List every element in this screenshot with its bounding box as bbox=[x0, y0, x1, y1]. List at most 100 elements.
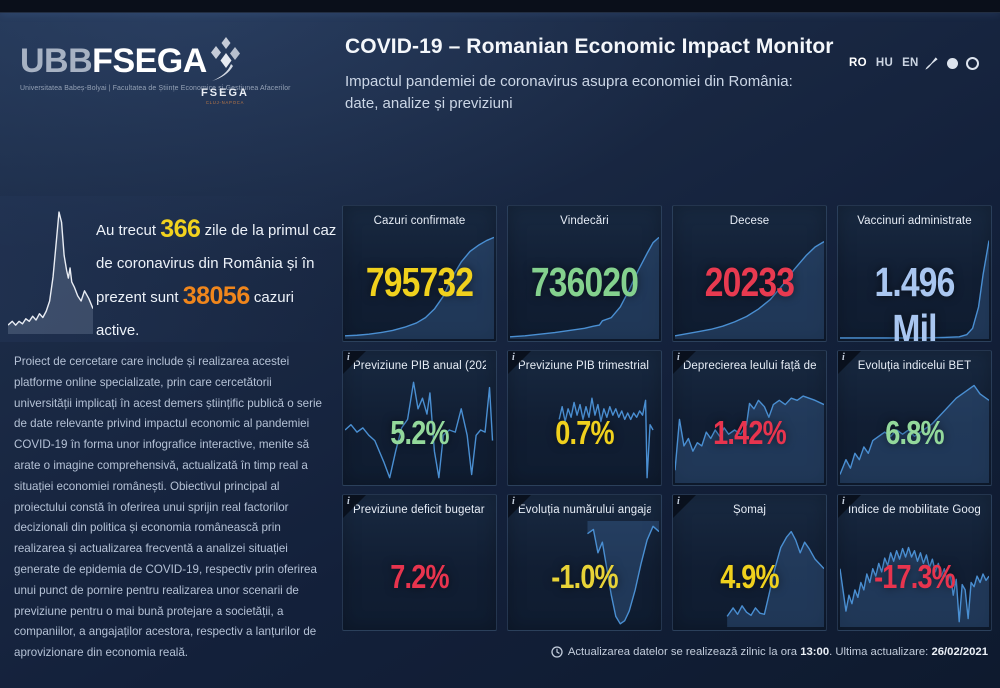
fsega-emblem-name: FSEGA bbox=[201, 87, 249, 99]
kpi-card-cazuri-confirmate[interactable]: Cazuri confirmate 795732 bbox=[342, 205, 497, 342]
card-sparkline bbox=[510, 521, 659, 627]
info-icon-glyph: i bbox=[512, 496, 515, 507]
card-value: -17.3% bbox=[874, 558, 956, 595]
kpi-card-bet[interactable]: i Evoluția indicelui BET 6.8% bbox=[837, 350, 992, 486]
kpi-grid: Cazuri confirmate 795732 Vindecări 736020 De… bbox=[342, 205, 992, 631]
card-value: 5.2% bbox=[390, 414, 449, 451]
theme-switcher bbox=[924, 54, 979, 72]
card-sparkline bbox=[840, 377, 989, 483]
logo-wordmark: UBBFSEGA bbox=[20, 44, 291, 78]
page-subtitle-line1: Impactul pandemiei de coronavirus asupra… bbox=[345, 73, 793, 90]
card-title: Deprecierea leului față de e... bbox=[683, 360, 816, 372]
clock-icon bbox=[551, 646, 563, 658]
info-icon-glyph: i bbox=[512, 352, 515, 363]
info-icon[interactable]: i bbox=[508, 351, 532, 375]
card-value: 6.8% bbox=[885, 414, 944, 451]
card-title: Indice de mobilitate Google bbox=[848, 504, 981, 516]
card-sparkline bbox=[675, 377, 824, 483]
intro-mid: zile de la primul caz de coronavirus din… bbox=[96, 222, 337, 306]
info-icon[interactable]: i bbox=[673, 495, 697, 519]
card-title: Previziune PIB trimestrial (Q... bbox=[518, 360, 651, 372]
intro-text: Au trecut 366 zile de la primul caz de c… bbox=[96, 213, 338, 347]
top-bar bbox=[0, 0, 1000, 13]
update-date: 26/02/2021 bbox=[931, 646, 988, 658]
outline-circle-icon[interactable] bbox=[966, 56, 979, 70]
info-icon-glyph: i bbox=[842, 496, 845, 507]
card-title: Previziune PIB anual (2021) bbox=[353, 360, 486, 372]
update-pre: Actualizarea datelor se realizează zilni… bbox=[567, 646, 801, 658]
fsega-emblem-city: CLUJ-NAPOCA bbox=[205, 100, 245, 105]
card-value: 0.7% bbox=[555, 414, 614, 451]
card-sparkline bbox=[840, 232, 989, 339]
info-icon[interactable]: i bbox=[838, 351, 862, 375]
info-icon[interactable]: i bbox=[508, 495, 532, 519]
logo-fsega: FSEGA bbox=[92, 42, 207, 80]
lang-ro[interactable]: RO bbox=[849, 57, 867, 69]
card-title: Șomaj bbox=[732, 504, 767, 516]
filled-circle-icon[interactable] bbox=[947, 57, 958, 69]
card-value: 736020 bbox=[530, 259, 639, 305]
info-icon-glyph: i bbox=[677, 496, 680, 507]
card-value: 7.2% bbox=[390, 558, 449, 595]
info-icon[interactable]: i bbox=[838, 495, 862, 519]
logo-ubb: UBB bbox=[20, 42, 93, 80]
language-switcher: RO HU EN bbox=[849, 57, 919, 69]
intro-pre: Au trecut bbox=[96, 222, 161, 239]
update-status: Actualizarea datelor se realizează zilni… bbox=[551, 646, 988, 658]
info-icon[interactable]: i bbox=[343, 495, 367, 519]
days-count: 366 bbox=[160, 215, 201, 243]
info-icon-glyph: i bbox=[842, 352, 845, 363]
brush-icon[interactable] bbox=[924, 56, 939, 71]
update-text: Actualizarea datelor se realizează zilni… bbox=[568, 646, 988, 658]
card-title: Vaccinuri administrate bbox=[857, 215, 972, 227]
project-description: Proiect de cercetare care include și rea… bbox=[14, 355, 322, 660]
kpi-card-vaccinuri[interactable]: Vaccinuri administrate 1.496 Mil bbox=[837, 205, 992, 342]
card-sparkline bbox=[345, 377, 494, 483]
info-icon-glyph: i bbox=[347, 352, 350, 363]
kpi-card-vindecari[interactable]: Vindecări 736020 bbox=[507, 205, 662, 342]
page-title: COVID-19 – Romanian Economic Impact Moni… bbox=[345, 35, 834, 58]
logo-tagline: Universitatea Babeș-Bolyai | Facultatea … bbox=[20, 85, 291, 92]
page-subtitle-line2: date, analize și previziuni bbox=[345, 95, 513, 112]
card-value: 1.42% bbox=[713, 414, 786, 451]
lang-en[interactable]: EN bbox=[902, 57, 919, 69]
page-subtitle: Impactul pandemiei de coronavirus asupra… bbox=[345, 71, 793, 115]
card-value: -1.0% bbox=[551, 558, 618, 595]
card-value: 20233 bbox=[704, 259, 795, 305]
kpi-card-pib-anual[interactable]: i Previziune PIB anual (2021) 5.2% bbox=[342, 350, 497, 486]
info-icon[interactable]: i bbox=[673, 351, 697, 375]
card-sparkline bbox=[675, 521, 824, 627]
card-sparkline bbox=[675, 232, 824, 339]
kpi-card-somaj[interactable]: i Șomaj 4.9% bbox=[672, 494, 827, 631]
kpi-card-mobilitate-google[interactable]: i Indice de mobilitate Google -17.3% bbox=[837, 494, 992, 631]
card-value: 795732 bbox=[365, 259, 474, 305]
lang-hu[interactable]: HU bbox=[875, 57, 894, 69]
active-cases-count: 38056 bbox=[182, 282, 251, 310]
card-title: Previziune deficit bugetar a... bbox=[353, 504, 486, 516]
fsega-emblem[interactable]: FSEGA CLUJ-NAPOCA bbox=[200, 37, 250, 105]
card-sparkline bbox=[840, 521, 989, 627]
update-time: 13:00 bbox=[800, 646, 830, 658]
card-sparkline bbox=[345, 232, 494, 339]
card-value: 1.496 Mil bbox=[874, 259, 955, 342]
card-sparkline bbox=[510, 377, 659, 483]
epidemic-curve bbox=[8, 207, 93, 334]
card-title: Cazuri confirmate bbox=[373, 215, 466, 227]
ubb-fsega-logo[interactable]: UBBFSEGA Universitatea Babeș-Bolyai | Fa… bbox=[20, 44, 291, 92]
info-icon[interactable]: i bbox=[343, 351, 367, 375]
info-icon-glyph: i bbox=[347, 496, 350, 507]
card-title: Decese bbox=[729, 215, 770, 227]
card-sparkline bbox=[510, 232, 659, 339]
info-icon-glyph: i bbox=[677, 352, 680, 363]
kpi-card-decese[interactable]: Decese 20233 bbox=[672, 205, 827, 342]
card-title: Evoluția numărului angajațil... bbox=[518, 504, 651, 516]
intro-post: cazuri active. bbox=[96, 289, 294, 339]
card-title: Vindecări bbox=[560, 215, 609, 227]
card-value: 4.9% bbox=[720, 558, 779, 595]
card-title: Evoluția indicelui BET bbox=[857, 360, 972, 372]
fsega-emblem-icon bbox=[211, 37, 240, 81]
